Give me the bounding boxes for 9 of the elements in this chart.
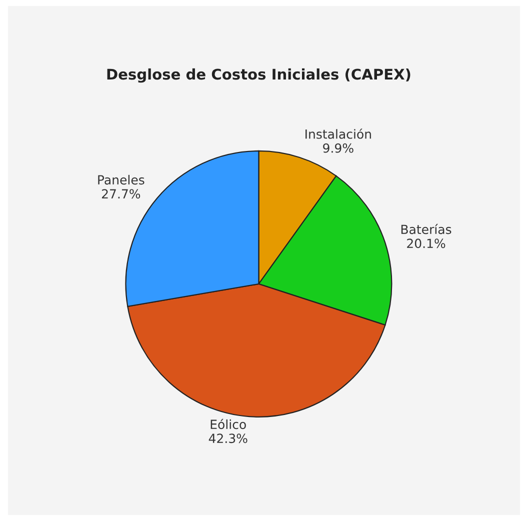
data-label: 27.7% bbox=[102, 189, 140, 199]
slice-label: Paneles bbox=[98, 174, 144, 185]
slice-label: Instalación bbox=[306, 128, 371, 139]
data-label: 20.1% bbox=[407, 238, 446, 248]
slice-label: Baterías bbox=[401, 224, 452, 234]
slice-label: Eólico bbox=[210, 418, 246, 430]
data-label: 9.9% bbox=[323, 143, 354, 153]
chart-title: Desglose de Costos Iniciales (CAPEX) bbox=[107, 68, 410, 83]
data-label: 42.3% bbox=[208, 434, 248, 444]
